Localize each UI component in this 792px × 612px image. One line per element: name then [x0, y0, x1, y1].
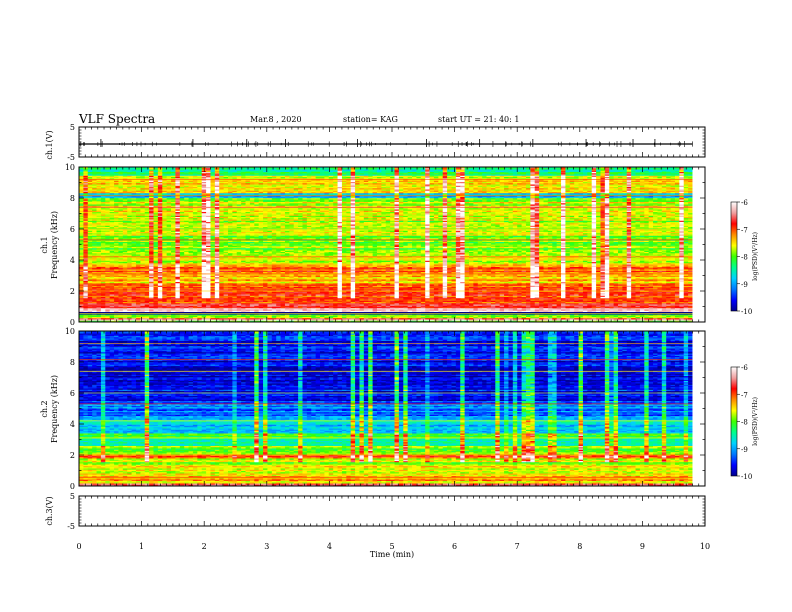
- x-axis-label: Time (min): [370, 550, 414, 559]
- ch1-waveform-panel: [79, 139, 692, 147]
- spectrogram-y-tick-label: 8: [70, 194, 75, 203]
- ch2-colorbar: -6 -7 -8 -9 -10 log(PSD)(V²/Hz): [731, 364, 759, 481]
- station-label: station= KAG: [343, 115, 398, 124]
- ch1-spectrogram-panel: [79, 167, 705, 322]
- x-tick-label: 10: [700, 542, 710, 551]
- spectrogram-y-tick-label: 10: [65, 327, 75, 336]
- colorbar-tick-label: -8: [741, 419, 748, 427]
- x-tick-label: 8: [577, 542, 582, 551]
- waveform-y-tick-label: -5: [67, 153, 75, 162]
- waveform-y-tick-label: -5: [67, 522, 75, 531]
- spectrogram-y-tick-label: 6: [70, 225, 75, 234]
- ch1-spectrogram-ylabel-channel: ch.1: [40, 236, 49, 253]
- spectrogram-y-tick-label: 0: [70, 318, 75, 327]
- colorbar-label: log(PSD)(V²/Hz): [752, 232, 759, 281]
- ch2-spectrogram-ylabel-channel: ch.2: [40, 400, 49, 417]
- x-tick-label: 3: [264, 542, 269, 551]
- colorbar-tick-label: -7: [741, 391, 748, 399]
- ch1-colorbar: -6 -7 -8 -9 -10 log(PSD)(V²/Hz): [731, 199, 759, 316]
- colorbar-label: log(PSD)(V²/Hz): [752, 397, 759, 446]
- ch2-spectrogram-panel: [79, 331, 705, 486]
- x-tick-label: 7: [515, 542, 520, 551]
- colorbar-tick-label: -9: [741, 446, 748, 454]
- figure-title: VLF Spectra: [78, 112, 155, 126]
- spectrogram-y-tick-label: 2: [70, 287, 75, 296]
- colorbar-tick-label: -9: [741, 281, 748, 289]
- spectrogram-y-tick-label: 6: [70, 389, 75, 398]
- colorbar-tick-label: -8: [741, 254, 748, 262]
- colorbar-tick-label: -7: [741, 226, 748, 234]
- x-tick-label: 1: [139, 542, 144, 551]
- x-tick-label: 2: [202, 542, 207, 551]
- ch1-waveform-ylabel: ch.1(V): [45, 130, 54, 159]
- x-tick-label: 0: [76, 542, 81, 551]
- date-label: Mar.8 , 2020: [250, 115, 302, 124]
- x-tick-label: 9: [640, 542, 645, 551]
- colorbar-tick-label: -10: [741, 473, 752, 481]
- x-tick-label: 4: [327, 542, 332, 551]
- ch3-waveform-ylabel: ch.3(V): [45, 496, 54, 525]
- colorbar-tick-label: -6: [741, 364, 748, 372]
- colorbar-tick-label: -6: [741, 199, 748, 207]
- spectrogram-y-tick-label: 4: [70, 420, 75, 429]
- spectrogram-y-tick-label: 2: [70, 451, 75, 460]
- ch2-spectrogram-ylabel-frequency: Frequency (kHz): [50, 375, 59, 443]
- start-ut-label: start UT = 21: 40: 1: [438, 115, 519, 124]
- waveform-y-tick-label: 5: [70, 492, 75, 501]
- ch1-spectrogram-ylabel-frequency: Frequency (kHz): [50, 211, 59, 279]
- spectrogram-y-tick-label: 10: [65, 163, 75, 172]
- waveform-y-tick-label: 5: [70, 123, 75, 132]
- spectrogram-y-tick-label: 4: [70, 256, 75, 265]
- colorbar-tick-label: -10: [741, 308, 752, 316]
- spectrogram-y-tick-label: 0: [70, 482, 75, 491]
- x-tick-label: 6: [452, 542, 457, 551]
- spectrogram-y-tick-label: 8: [70, 358, 75, 367]
